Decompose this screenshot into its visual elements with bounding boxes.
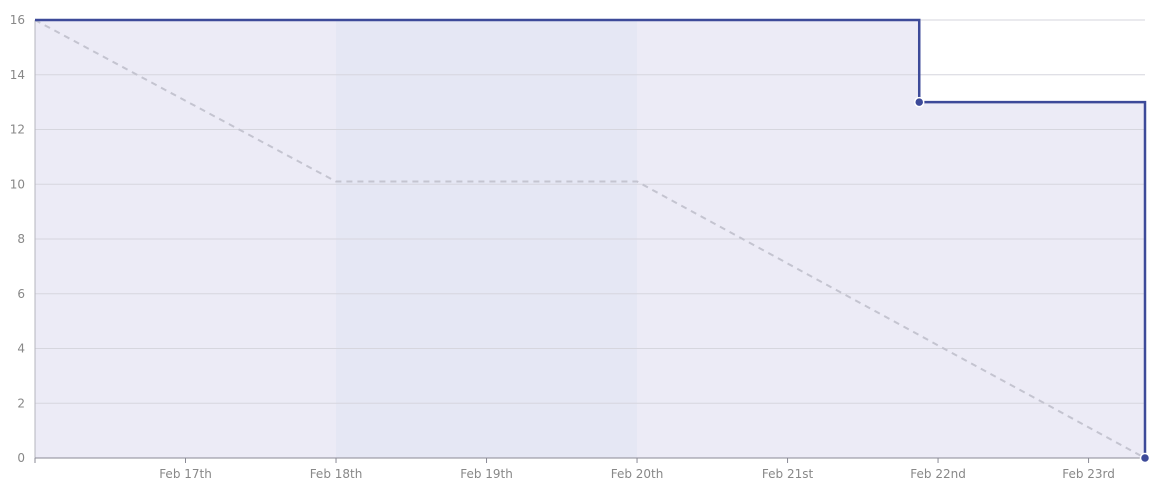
x-tick-label: Feb 19th	[460, 467, 513, 481]
x-tick-label: Feb 23rd	[1062, 467, 1115, 481]
y-tick-label: 14	[10, 68, 25, 82]
y-tick-label: 12	[10, 123, 25, 137]
y-tick-label: 8	[17, 232, 25, 246]
y-tick-label: 16	[10, 13, 25, 27]
y-tick-label: 0	[17, 451, 25, 465]
x-tick-label: Feb 21st	[762, 467, 814, 481]
x-tick-label: Feb 20th	[611, 467, 664, 481]
y-tick-label: 2	[17, 396, 25, 410]
y-tick-label: 10	[10, 177, 25, 191]
x-tick-label: Feb 22nd	[910, 467, 966, 481]
y-tick-label: 6	[17, 287, 25, 301]
x-tick-label: Feb 18th	[310, 467, 363, 481]
y-tick-label: 4	[17, 342, 25, 356]
ideal-burndown-line	[34, 19, 1146, 459]
x-tick-label: Feb 17th	[159, 467, 212, 481]
data-point-marker	[913, 96, 925, 108]
data-point-marker	[1139, 452, 1151, 464]
